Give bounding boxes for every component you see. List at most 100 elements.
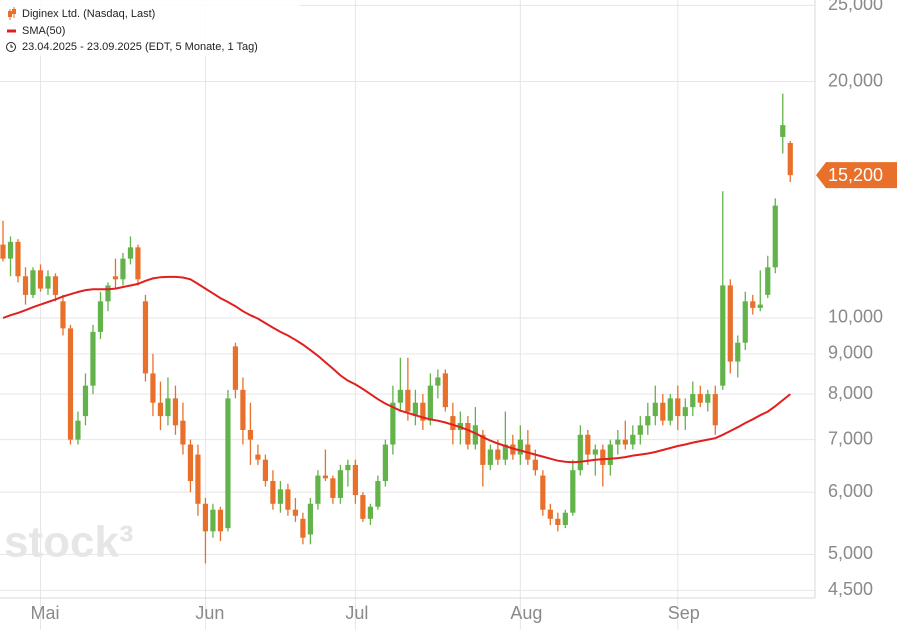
candle-body [540, 475, 546, 510]
candle-body [705, 394, 711, 403]
candle-body [682, 407, 688, 417]
candle-body [285, 489, 291, 510]
candle-body [585, 434, 591, 455]
candle-body [712, 394, 718, 426]
header: Diginex Ltd. (Nasdaq, Last) SMA(50) 23.0… [0, 0, 300, 56]
header-bg [0, 0, 300, 56]
candle-body [150, 373, 156, 403]
candle-body [247, 430, 254, 440]
candle-body [180, 420, 186, 445]
candle-body [277, 489, 284, 504]
candle-body [352, 464, 358, 496]
candle-body [60, 301, 66, 329]
y-tick-label: 6,000 [828, 481, 873, 501]
candle-body [480, 434, 486, 465]
candle-body [517, 439, 523, 455]
candle-body [172, 398, 179, 426]
candle-body [637, 425, 643, 435]
candle-body [570, 470, 576, 513]
sma-line [2, 275, 791, 464]
y-tick-label: 4,500 [828, 579, 873, 599]
y-tick-label: 9,000 [828, 343, 873, 363]
candle-body [592, 449, 598, 455]
candle-body [615, 439, 621, 445]
candle-body [307, 503, 314, 535]
candle-body [30, 270, 36, 295]
candle-body [547, 509, 553, 519]
candle-body [322, 475, 329, 479]
candle-body [622, 439, 628, 445]
candle-body [510, 444, 516, 455]
candle-body [157, 402, 164, 417]
x-tick-label: Aug [510, 603, 542, 623]
period: 23.04.2025 - 23.09.2025 (EDT, 5 Monate, … [22, 41, 258, 53]
candle-body [300, 518, 306, 538]
candle-body [367, 506, 373, 519]
candle-body [727, 285, 733, 362]
candle-body [165, 398, 171, 417]
candle-body [645, 416, 651, 426]
candle-body [67, 328, 74, 440]
candle-body [502, 444, 508, 460]
candle-body [142, 301, 149, 374]
candle-body [660, 402, 666, 421]
candle-body [15, 241, 21, 277]
candle-body [90, 331, 96, 386]
candle-body [270, 481, 276, 504]
candle-body [120, 258, 126, 280]
candle-body [7, 241, 14, 259]
candle-body [772, 205, 778, 268]
clock-icon [6, 42, 16, 52]
candle-body [750, 301, 756, 308]
candle-body [195, 454, 201, 504]
x-tick-label: Sep [668, 603, 700, 623]
y-tick-label: 10,000 [828, 307, 883, 327]
candle-body [562, 512, 568, 526]
candle-body [82, 385, 89, 417]
candle-body [330, 478, 336, 498]
price-tag [816, 162, 897, 189]
candle-body [735, 342, 741, 362]
candle-body [345, 464, 351, 471]
candle-body [630, 434, 636, 445]
candle-body [52, 276, 59, 295]
candle-body [225, 398, 231, 529]
candle-body [442, 373, 448, 408]
candle-body [375, 481, 381, 507]
candle-body [202, 503, 209, 532]
candle-body [0, 244, 6, 259]
candle-body [600, 449, 606, 465]
x-tick-label: Jul [345, 603, 368, 623]
candle-body [577, 434, 583, 471]
candle-body [105, 285, 111, 302]
candle-body [45, 276, 51, 289]
candle-body [217, 509, 224, 532]
candle-body [472, 425, 478, 445]
candle-body [97, 301, 104, 332]
y-tick-label: 8,000 [828, 383, 873, 403]
candle-body [652, 402, 658, 417]
candle-body [292, 509, 299, 516]
candle-body [720, 285, 726, 386]
candle-body [787, 143, 793, 176]
candle-body [465, 422, 471, 445]
plot [0, 93, 793, 564]
candle-body [450, 416, 456, 431]
candle-body [607, 444, 613, 465]
candle-body [37, 270, 44, 289]
clock-icon [10, 44, 13, 48]
candle-body [667, 398, 673, 421]
candle-body [315, 475, 321, 504]
candle-body [427, 385, 433, 421]
candle-body [435, 377, 441, 386]
y-tick-label: 7,000 [828, 428, 873, 448]
candle-body [75, 420, 81, 440]
candle-body [135, 247, 141, 280]
candle-body [22, 276, 29, 295]
candle-body [360, 495, 366, 519]
last-price-marker: 15,200 [816, 162, 897, 189]
candle-body [262, 459, 269, 482]
candle-body [405, 389, 411, 412]
legend-label: Diginex Ltd. (Nasdaq, Last) [22, 8, 155, 20]
